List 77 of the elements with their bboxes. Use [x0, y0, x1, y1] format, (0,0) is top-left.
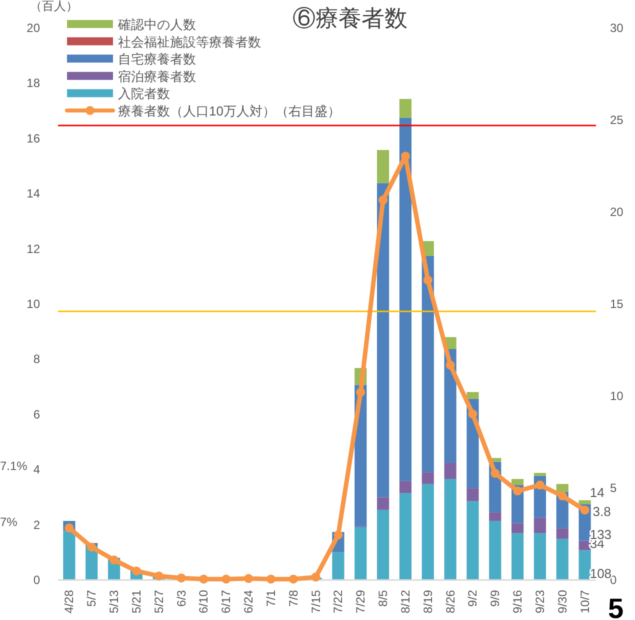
- y-tick-label: 10: [26, 297, 40, 311]
- y-tick-label: 2: [33, 518, 40, 532]
- point: [535, 480, 544, 490]
- text: 7%: [0, 515, 18, 529]
- y2-tick-label: 15: [610, 297, 624, 311]
- point: [558, 491, 567, 500]
- text: 5: [608, 593, 624, 620]
- x-tick-label: 6/3: [174, 590, 188, 607]
- x-tick-label: 9/16: [510, 590, 525, 614]
- x-tick-label: 6/17: [219, 590, 234, 614]
- point: [580, 506, 590, 515]
- point: [423, 276, 432, 285]
- x-tick-label: 8/19: [420, 590, 435, 614]
- x-tick-label: 8/12: [398, 590, 412, 614]
- y-tick-label: 18: [26, 76, 40, 90]
- y2-tick-label: 30: [610, 21, 624, 35]
- y2-tick-label: 25: [610, 113, 624, 127]
- point: [154, 571, 164, 580]
- x-tick-label: 7/8: [286, 590, 300, 607]
- x-tick-label: 8/5: [376, 590, 390, 607]
- y-tick-label: 8: [33, 352, 40, 366]
- x-tick-label: 5/21: [129, 590, 144, 614]
- legend-label: 宿泊療養者数: [118, 68, 196, 84]
- point: [110, 555, 119, 564]
- x-tick-label: 4/28: [62, 590, 76, 614]
- point: [266, 574, 276, 584]
- x-tick-label: 9/2: [466, 590, 480, 607]
- point: [378, 196, 388, 205]
- x-tick-label: 6/10: [196, 590, 211, 614]
- x-tick-label: 10/7: [578, 590, 592, 614]
- y-tick-label: 4: [33, 462, 40, 477]
- chart-title: ⑥療養者数: [292, 5, 408, 31]
- point: [446, 360, 455, 370]
- point: [356, 388, 366, 397]
- y-tick-label: 12: [26, 242, 40, 256]
- point: [244, 574, 254, 584]
- x-tick-label: 5/13: [107, 590, 122, 614]
- y-tick-label: 20: [26, 21, 40, 35]
- y2-tick-label: 10: [610, 389, 624, 403]
- y-tick-label: 0: [33, 573, 40, 587]
- legend-label: 確認中の人数: [117, 17, 196, 32]
- point: [176, 573, 186, 582]
- x-tick-label: 7/15: [308, 590, 323, 614]
- x-tick-label: 9/9: [488, 590, 502, 607]
- x-tick-label: 8/26: [443, 590, 458, 614]
- annotation: 14: [590, 485, 604, 500]
- x-tick-label: 9/30: [555, 590, 570, 614]
- point: [64, 523, 74, 532]
- point: [468, 410, 478, 419]
- point: [288, 574, 298, 584]
- point: [87, 542, 96, 552]
- point: [334, 530, 343, 540]
- y2-tick-label: 20: [610, 205, 624, 219]
- y-tick-label: 6: [33, 407, 40, 422]
- point: [513, 486, 522, 496]
- x-tick-label: 6/24: [242, 590, 256, 614]
- y-tick-label: 16: [26, 131, 40, 146]
- y2-tick-label: 5: [610, 481, 617, 495]
- x-tick-label: 9/23: [532, 590, 547, 614]
- legend-label: 社会福祉施設等療養者数: [118, 34, 261, 50]
- x-tick-label: 5/7: [84, 590, 99, 607]
- point: [199, 574, 208, 584]
- y-axis-title: （百人）: [30, 0, 78, 13]
- legend-label: 療養者数（人口10万人対）（右目盛）: [118, 104, 340, 118]
- point: [222, 574, 231, 584]
- legend-label: 自宅療養者数: [118, 52, 196, 67]
- text: 7.1%: [0, 459, 28, 473]
- x-tick-label: 5/27: [152, 590, 166, 614]
- legend-label: 入院者数: [118, 86, 170, 102]
- x-tick-label: 7/1: [264, 590, 278, 607]
- point: [132, 566, 141, 576]
- x-tick-label: 7/22: [331, 590, 346, 614]
- y-tick-label: 14: [26, 186, 40, 201]
- data-label: 3.8: [592, 504, 611, 520]
- point: [311, 572, 320, 582]
- point: [490, 468, 500, 478]
- x-tick-label: 7/29: [354, 590, 368, 614]
